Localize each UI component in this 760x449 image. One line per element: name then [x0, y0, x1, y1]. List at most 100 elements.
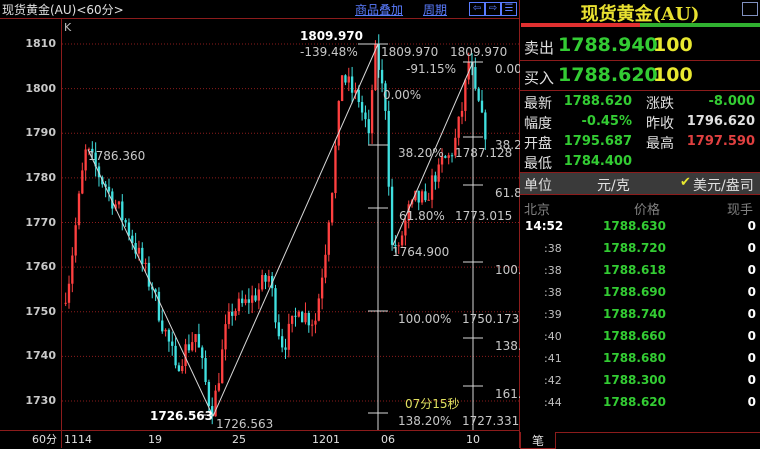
x-tick-label: 1201	[312, 433, 340, 446]
candle-body	[161, 320, 164, 332]
candle-body	[214, 390, 217, 417]
x-tick-label: 1114	[64, 433, 92, 446]
candle-body	[267, 276, 271, 282]
fib2-382: 38.2	[495, 138, 522, 152]
candle-body	[191, 342, 194, 351]
layout-icon[interactable]: ☰	[501, 2, 517, 16]
candle-body	[320, 277, 324, 299]
candle-body	[151, 286, 154, 290]
candle-body	[91, 148, 94, 153]
stat-label: 最低	[524, 156, 552, 172]
y-tick-label: 1740	[25, 349, 56, 363]
candle-body	[384, 83, 387, 111]
candle-body	[207, 381, 211, 407]
unit-usd-per-ounce[interactable]: 美元/盎司	[693, 178, 754, 194]
stat-value: -8.000	[708, 94, 755, 109]
candle-body	[334, 145, 337, 194]
candle-body	[484, 112, 487, 140]
tick-volume: 0	[747, 307, 756, 321]
candle-body	[304, 312, 307, 323]
tick-price: 1788.630	[603, 219, 667, 233]
panel-label: K	[64, 21, 72, 34]
candle-body	[464, 79, 467, 111]
fib1-low: 1764.900	[392, 245, 450, 259]
fib2-382-value: 1787.128	[455, 146, 513, 160]
candle-body	[480, 100, 484, 113]
fib1-top-pct: 0.00%	[383, 88, 422, 102]
tick-time: :38	[544, 264, 562, 277]
candle-body	[344, 75, 347, 83]
tick-price: 1788.690	[603, 285, 667, 299]
header-volume: 现手	[727, 203, 754, 218]
tick-volume: 0	[747, 263, 756, 277]
candle-body	[347, 76, 350, 83]
arrow-right-icon[interactable]: ⇨	[485, 2, 501, 16]
candle-body	[450, 155, 454, 157]
candle-body	[254, 295, 257, 301]
tick-volume: 0	[747, 395, 756, 409]
tick-price: 1788.720	[603, 241, 667, 255]
candle-body	[454, 137, 457, 156]
stat-value: 1788.620	[563, 94, 632, 109]
candle-body	[437, 164, 440, 182]
x-axis-line	[0, 430, 519, 431]
candle-body	[297, 311, 300, 317]
tick-row: :42 1788.300 0	[520, 373, 760, 393]
candle-body	[94, 152, 97, 167]
candle-body	[164, 329, 167, 332]
candle-body	[127, 222, 131, 236]
countdown-label: 07分15秒	[405, 397, 460, 411]
tick-price: 1788.740	[603, 307, 667, 321]
divider	[520, 60, 760, 61]
y-tick-label: 1750	[25, 304, 56, 318]
candle-body	[81, 170, 84, 194]
tick-price: 1788.300	[603, 373, 667, 387]
candle-body	[244, 299, 247, 304]
tick-row: :41 1788.680 0	[520, 351, 760, 371]
candle-body	[184, 344, 187, 367]
candle-body	[367, 119, 370, 134]
candle-body	[197, 334, 201, 348]
candle-body	[377, 44, 380, 70]
candle-body	[154, 289, 157, 292]
candle-body	[84, 149, 87, 171]
period-link[interactable]: 周期	[423, 3, 448, 17]
unit-yuan-per-gram[interactable]: 元/克	[597, 178, 630, 194]
stat-value: -0.45%	[581, 114, 633, 129]
tick-row: :38 1788.720 0	[520, 241, 760, 261]
candle-body	[131, 235, 134, 243]
tick-row: :40 1788.660 0	[520, 329, 760, 349]
tick-time: :44	[544, 396, 562, 409]
chart-title-bar: 现货黄金(AU)<60分> 商品叠加 周期 ⇦ ⇨ ☰	[0, 0, 519, 19]
tick-time: :39	[544, 308, 562, 321]
fib1-100: 100.00%	[398, 312, 452, 326]
candle-body	[360, 102, 364, 113]
arrow-left-icon[interactable]: ⇦	[469, 2, 485, 16]
fib2-100: 100.	[495, 263, 522, 277]
fib1-ext: -139.48%	[300, 45, 358, 59]
x-tick-label: 25	[232, 433, 246, 446]
candle-body	[141, 247, 144, 264]
candle-body	[420, 191, 424, 203]
overlay-commodity-link[interactable]: 商品叠加	[355, 3, 404, 17]
maximize-icon[interactable]	[742, 2, 758, 16]
candle-body	[387, 110, 390, 187]
period-label: 60分	[32, 433, 57, 446]
fib1-1382: 138.20%	[398, 414, 452, 428]
candle-body	[434, 175, 437, 182]
fib2-138: 138.	[495, 339, 522, 353]
candle-body	[177, 365, 181, 372]
fib1-382: 38.20%	[398, 146, 444, 160]
candle-body	[147, 262, 151, 287]
candle-body	[64, 302, 67, 304]
candle-body	[430, 175, 434, 200]
tick-row: 14:52 1788.630 0	[520, 219, 760, 239]
stat-value: 1797.590	[686, 134, 755, 149]
tick-price: 1788.660	[603, 329, 667, 343]
label-low: 1726.563	[150, 409, 214, 423]
buy-label: 买入	[524, 69, 555, 87]
candle-body	[440, 156, 444, 165]
candle-body	[107, 186, 111, 192]
tab-ticks[interactable]: 笔	[520, 432, 556, 449]
candlestick-chart[interactable]	[0, 0, 519, 448]
